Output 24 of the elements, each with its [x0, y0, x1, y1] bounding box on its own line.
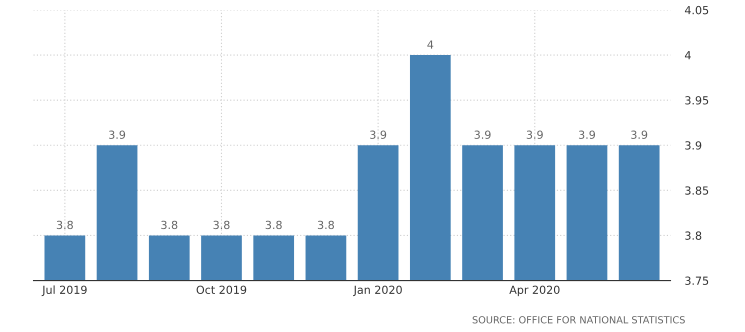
data-label: 3.9	[578, 130, 596, 139]
data-label: 3.9	[370, 130, 386, 139]
data-label: 3.8	[161, 220, 178, 230]
y-tick-label: 3.95	[685, 96, 708, 105]
data-label: 3.9	[109, 130, 126, 139]
data-label: 3.8	[213, 220, 230, 230]
data-label: 4	[427, 40, 434, 49]
data-label: 3.9	[631, 130, 648, 139]
source-note: SOURCE: OFFICE FOR NATIONAL STATISTICS	[472, 316, 685, 324]
y-tick-label: 3.8	[685, 231, 702, 240]
x-tick-label: Oct 2019	[196, 286, 246, 294]
y-tick-label: 3.85	[685, 186, 708, 195]
x-tick-label: Jul 2019	[42, 285, 87, 296]
y-tick-label: 4	[684, 51, 691, 60]
data-label: 3.9	[474, 130, 491, 139]
data-label: 3.8	[56, 220, 73, 230]
y-tick-label: 3.75	[685, 276, 708, 285]
data-label: 3.8	[318, 220, 334, 230]
data-label: 3.8	[266, 220, 282, 230]
x-tick-label: Apr 2020	[509, 286, 560, 296]
y-tick-label: 4.05	[684, 6, 708, 14]
data-label: 3.9	[526, 130, 543, 139]
x-tick-label: Jan 2020	[353, 286, 402, 296]
y-tick-label: 3.9	[685, 141, 702, 150]
